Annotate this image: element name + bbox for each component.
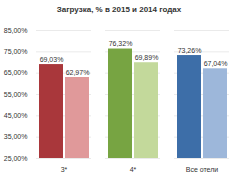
svg-text:69,03%: 69,03% bbox=[40, 56, 64, 63]
svg-text:Все отели: Все отели bbox=[186, 166, 219, 173]
svg-text:85,00%: 85,00% bbox=[4, 27, 28, 34]
svg-text:65,00%: 65,00% bbox=[4, 69, 28, 76]
svg-text:55,00%: 55,00% bbox=[4, 91, 28, 98]
svg-text:73,26%: 73,26% bbox=[178, 47, 202, 54]
svg-text:4*: 4* bbox=[130, 166, 137, 173]
svg-text:25,00%: 25,00% bbox=[4, 155, 28, 162]
svg-text:69,89%: 69,89% bbox=[135, 54, 159, 61]
svg-text:75,00%: 75,00% bbox=[4, 48, 28, 55]
svg-text:67,04%: 67,04% bbox=[204, 60, 228, 67]
html-text:Загрузка, % в 2015 и 2014 года: Загрузка, % в 2015 и 2014 годах bbox=[56, 5, 182, 14]
svg-text:62,97%: 62,97% bbox=[66, 69, 90, 76]
svg-text:45,00%: 45,00% bbox=[4, 112, 28, 119]
svg-text:76,32%: 76,32% bbox=[109, 40, 133, 47]
svg-text:3*: 3* bbox=[61, 166, 68, 173]
svg-text:35,00%: 35,00% bbox=[4, 133, 28, 140]
